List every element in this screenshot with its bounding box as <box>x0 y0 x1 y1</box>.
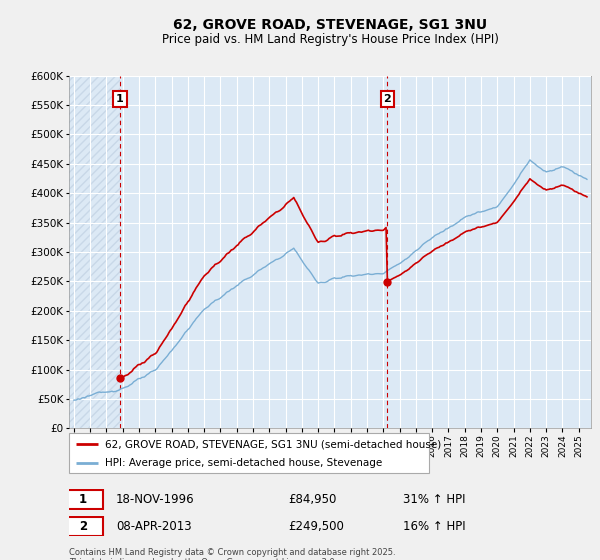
Text: 31% ↑ HPI: 31% ↑ HPI <box>403 493 466 506</box>
Text: Price paid vs. HM Land Registry's House Price Index (HPI): Price paid vs. HM Land Registry's House … <box>161 32 499 46</box>
Text: £84,950: £84,950 <box>288 493 337 506</box>
Polygon shape <box>69 76 120 428</box>
Text: 62, GROVE ROAD, STEVENAGE, SG1 3NU: 62, GROVE ROAD, STEVENAGE, SG1 3NU <box>173 18 487 32</box>
Text: 2: 2 <box>79 520 87 533</box>
Text: 2: 2 <box>383 94 391 104</box>
Text: 1: 1 <box>79 493 87 506</box>
FancyBboxPatch shape <box>64 517 103 536</box>
Text: 1: 1 <box>116 94 124 104</box>
Text: 16% ↑ HPI: 16% ↑ HPI <box>403 520 466 533</box>
Text: 18-NOV-1996: 18-NOV-1996 <box>116 493 194 506</box>
Text: Contains HM Land Registry data © Crown copyright and database right 2025.
This d: Contains HM Land Registry data © Crown c… <box>69 548 395 560</box>
FancyBboxPatch shape <box>64 490 103 509</box>
FancyBboxPatch shape <box>69 433 429 473</box>
Text: £249,500: £249,500 <box>288 520 344 533</box>
Text: 08-APR-2013: 08-APR-2013 <box>116 520 191 533</box>
Text: 62, GROVE ROAD, STEVENAGE, SG1 3NU (semi-detached house): 62, GROVE ROAD, STEVENAGE, SG1 3NU (semi… <box>105 439 441 449</box>
Text: HPI: Average price, semi-detached house, Stevenage: HPI: Average price, semi-detached house,… <box>105 458 382 468</box>
